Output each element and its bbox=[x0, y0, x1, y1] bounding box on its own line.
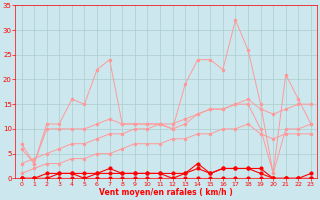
X-axis label: Vent moyen/en rafales ( km/h ): Vent moyen/en rafales ( km/h ) bbox=[100, 188, 233, 197]
